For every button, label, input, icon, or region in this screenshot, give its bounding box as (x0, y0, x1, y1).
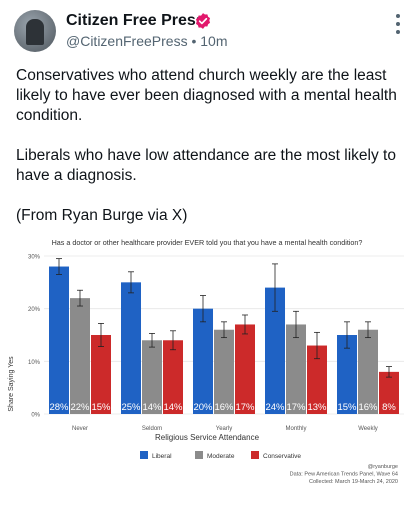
legend-swatch (195, 451, 203, 459)
author-name[interactable]: Citizen Free Press (66, 12, 205, 29)
source-line: Data: Pew American Trends Panel, Wave 64 (290, 472, 398, 478)
chart-image[interactable]: Has a doctor or other healthcare provide… (0, 228, 415, 500)
bar-conservative (91, 335, 111, 414)
x-tick-label: Never (72, 426, 88, 432)
y-tick-label: 20% (28, 307, 41, 313)
bar-conservative (163, 340, 183, 414)
y-tick-label: 0% (31, 413, 40, 419)
x-tick-label: Weekly (358, 426, 378, 432)
bar-liberal (337, 335, 357, 414)
tweet-paragraph: (From Ryan Burge via X) (16, 207, 188, 224)
bar-moderate (214, 329, 234, 414)
x-axis-label: Religious Service Attendance (155, 433, 260, 442)
timestamp[interactable]: 10m (200, 33, 228, 49)
chart-title: Has a doctor or other healthcare provide… (52, 238, 363, 247)
bar-liberal (49, 266, 69, 414)
bar-moderate (70, 298, 90, 414)
bar-liberal (121, 282, 141, 414)
y-tick-label: 10% (28, 360, 41, 366)
data-label: 16% (214, 402, 234, 413)
tweet-text: Conservatives who attend church weekly a… (16, 66, 401, 246)
avatar[interactable] (14, 10, 56, 52)
bar-liberal (193, 308, 213, 414)
data-label: 25% (121, 402, 141, 413)
tweet-header: Citizen Free Press @CitizenFreePress • 1… (0, 0, 415, 60)
legend-swatch (251, 451, 259, 459)
author-handle[interactable]: @CitizenFreePress (66, 33, 188, 49)
data-label: 20% (193, 402, 213, 413)
data-label: 15% (337, 402, 357, 413)
data-label: 16% (358, 402, 378, 413)
tweet-paragraph: Conservatives who attend church weekly a… (16, 67, 397, 124)
source-line: Collected: March 19-March 24, 2020 (309, 479, 398, 485)
bar-conservative (235, 324, 255, 414)
data-label: 24% (265, 402, 285, 413)
avatar-figure (26, 19, 44, 45)
bar-chart: Has a doctor or other healthcare provide… (8, 238, 404, 485)
data-label: 14% (163, 402, 183, 413)
tweet-paragraph: Liberals who have low attendance are the… (16, 147, 396, 184)
x-tick-label: Yearly (216, 426, 232, 432)
source-line: @ryanburge (368, 464, 398, 470)
legend-label: Conservative (263, 453, 301, 460)
data-label: 15% (91, 402, 111, 413)
x-tick-label: Seldom (142, 426, 162, 432)
bar-moderate (286, 324, 306, 414)
data-label: 28% (49, 402, 69, 413)
verified-badge-icon (195, 13, 211, 29)
data-label: 14% (142, 402, 162, 413)
data-label: 8% (382, 402, 396, 413)
more-options-icon[interactable] (395, 14, 401, 36)
bar-conservative (307, 345, 327, 414)
separator-dot: • (191, 33, 197, 49)
legend-swatch (140, 451, 148, 459)
data-label: 22% (70, 402, 90, 413)
legend-label: Liberal (152, 453, 172, 460)
x-tick-label: Monthly (285, 426, 306, 432)
data-label: 17% (235, 402, 255, 413)
bar-liberal (265, 287, 285, 414)
bar-conservative (379, 371, 399, 414)
handle-line: @CitizenFreePress • 10m (66, 33, 228, 49)
y-axis-label: Share Saying Yes (8, 356, 15, 412)
data-label: 17% (286, 402, 306, 413)
legend-label: Moderate (207, 453, 235, 460)
data-label: 13% (307, 402, 327, 413)
bar-moderate (358, 329, 378, 414)
bar-moderate (142, 340, 162, 414)
y-tick-label: 30% (28, 255, 41, 261)
